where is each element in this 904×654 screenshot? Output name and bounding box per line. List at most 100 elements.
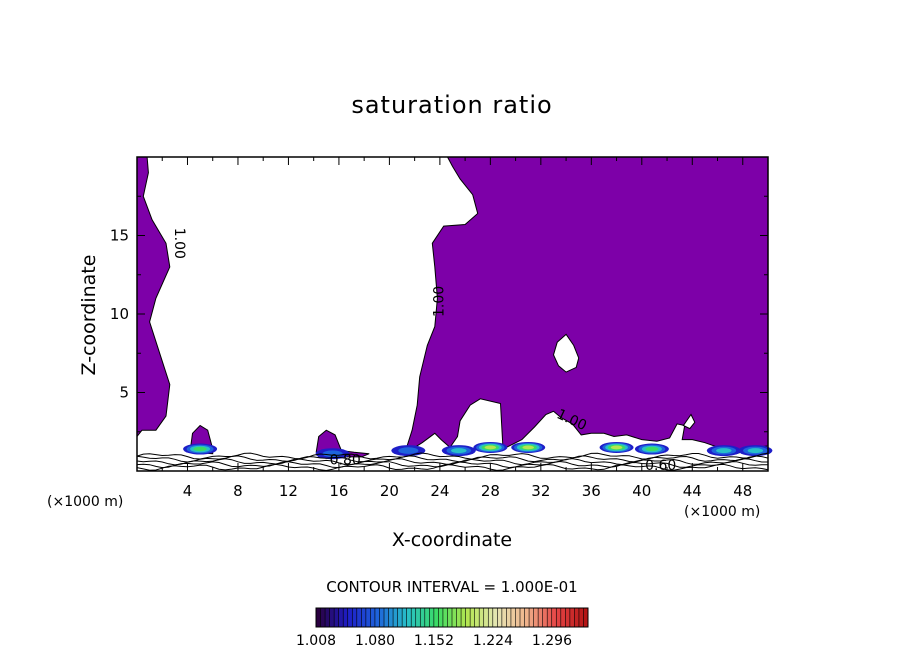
colorbar: 1.008 1.080 1.152 1.224 1.296 bbox=[296, 607, 589, 649]
colorbar-segment bbox=[374, 608, 380, 627]
colorbar-tick-label: 1.152 bbox=[414, 633, 454, 649]
saturation-hotspot bbox=[522, 445, 535, 450]
x-tick-label: 4 bbox=[183, 482, 193, 500]
colorbar-segment bbox=[569, 608, 575, 627]
colorbar-segment bbox=[497, 608, 503, 627]
colorbar-segment bbox=[479, 608, 485, 627]
colorbar-segment bbox=[393, 608, 398, 627]
colorbar-tick-label: 1.224 bbox=[473, 633, 513, 649]
colorbar-segment bbox=[388, 608, 394, 627]
colorbar-segment bbox=[547, 608, 553, 627]
colorbar-segment bbox=[538, 608, 543, 627]
colorbar-segment bbox=[329, 608, 335, 627]
colorbar-segment bbox=[424, 608, 430, 627]
contour-label: 0.60 bbox=[645, 458, 676, 474]
saturation-hotspot bbox=[645, 446, 659, 452]
colorbar-segment bbox=[325, 608, 330, 627]
colorbar-segment bbox=[384, 608, 389, 627]
colorbar-segment bbox=[556, 608, 562, 627]
colorbar-segment bbox=[420, 608, 426, 627]
colorbar-segment bbox=[483, 608, 489, 627]
x-tick-label: 12 bbox=[279, 482, 298, 500]
contour-label: 1.00 bbox=[171, 228, 187, 259]
saturation-hotspot bbox=[716, 448, 732, 454]
colorbar-segment bbox=[347, 608, 353, 627]
contour-line bbox=[136, 452, 769, 460]
saturation-hotspot bbox=[747, 448, 764, 454]
saturation-hotspot bbox=[193, 446, 207, 452]
colorbar-segment bbox=[510, 608, 516, 627]
contour-line bbox=[136, 460, 768, 469]
y-tick-label: 10 bbox=[110, 305, 129, 323]
x-tick-label: 40 bbox=[632, 482, 651, 500]
colorbar-segment bbox=[452, 608, 457, 627]
x-tick-label: 8 bbox=[233, 482, 243, 500]
x-tick-label: 24 bbox=[430, 482, 449, 500]
colorbar-segment bbox=[338, 608, 344, 627]
colorbar-tick-label: 1.008 bbox=[296, 633, 336, 649]
contour-interval-text: CONTOUR INTERVAL = 1.000E-01 bbox=[326, 578, 577, 596]
colorbar-segment bbox=[442, 608, 448, 627]
y-axis-label: Z-coordinate bbox=[78, 255, 100, 376]
colorbar-segment bbox=[506, 608, 512, 627]
colorbar-segment bbox=[515, 608, 521, 627]
colorbar-segment bbox=[488, 608, 494, 627]
colorbar-segment bbox=[456, 608, 462, 627]
colorbar-segment bbox=[365, 608, 371, 627]
colorbar-segment bbox=[492, 608, 498, 627]
colorbar-segment bbox=[343, 608, 349, 627]
x-tick-label: 32 bbox=[531, 482, 550, 500]
x-tick-label: 28 bbox=[481, 482, 500, 500]
colorbar-segment bbox=[320, 608, 326, 627]
saturation-hotspot bbox=[484, 445, 497, 450]
colorbar-segment bbox=[379, 608, 385, 627]
colorbar-segment bbox=[470, 608, 475, 627]
saturation-hotspot bbox=[610, 445, 623, 450]
saturation-hotspot bbox=[398, 447, 419, 454]
colorbar-segment bbox=[411, 608, 417, 627]
contour-line bbox=[136, 458, 768, 466]
y-tick-label: 15 bbox=[110, 227, 129, 245]
colorbar-segment bbox=[529, 608, 534, 627]
x-tick-label: 44 bbox=[683, 482, 702, 500]
x-tick-label: 36 bbox=[582, 482, 601, 500]
subsaturated-pocket bbox=[552, 333, 580, 373]
x-unit-right: (×1000 m) bbox=[684, 504, 760, 520]
colorbar-tick-label: 1.296 bbox=[532, 633, 572, 649]
plot-area: 1.001.001.000.80 0.604 8 12 16 20 24 28 32 36 40 44… bbox=[110, 156, 773, 500]
colorbar-segment bbox=[352, 608, 358, 627]
colorbar-frame bbox=[315, 607, 589, 628]
colorbar-segment bbox=[501, 608, 507, 627]
colorbar-segment bbox=[316, 608, 321, 627]
saturation-hotspot bbox=[451, 448, 467, 454]
colorbar-segment bbox=[447, 608, 453, 627]
y-tick-label: 5 bbox=[119, 384, 129, 402]
x-unit-left: (×1000 m) bbox=[47, 494, 123, 510]
colorbar-segment bbox=[433, 608, 439, 627]
colorbar-segment bbox=[402, 608, 407, 627]
contour-line bbox=[136, 463, 769, 472]
colorbar-segment bbox=[356, 608, 362, 627]
colorbar-segment bbox=[574, 608, 580, 627]
colorbar-segment bbox=[406, 608, 412, 627]
x-axis-label: X-coordinate bbox=[392, 529, 512, 551]
colorbar-segment bbox=[465, 608, 471, 627]
colorbar-segment bbox=[583, 608, 589, 627]
contour-label: 1.00 bbox=[432, 286, 448, 317]
chart-title: saturation ratio bbox=[351, 91, 552, 119]
colorbar-segment bbox=[542, 608, 548, 627]
colorbar-segment bbox=[560, 608, 566, 627]
colorbar-segment bbox=[551, 608, 557, 627]
contour-line bbox=[136, 455, 769, 463]
colorbar-segment bbox=[578, 608, 584, 627]
colorbar-segment bbox=[438, 608, 444, 627]
colorbar-segment bbox=[565, 608, 571, 627]
colorbar-segment bbox=[361, 608, 367, 627]
subsaturated-pocket bbox=[682, 413, 696, 430]
supersaturated-region-main bbox=[406, 156, 769, 455]
colorbar-segment bbox=[370, 608, 376, 627]
colorbar-segment bbox=[415, 608, 421, 627]
x-tick-label: 48 bbox=[733, 482, 752, 500]
colorbar-segment bbox=[524, 608, 530, 627]
